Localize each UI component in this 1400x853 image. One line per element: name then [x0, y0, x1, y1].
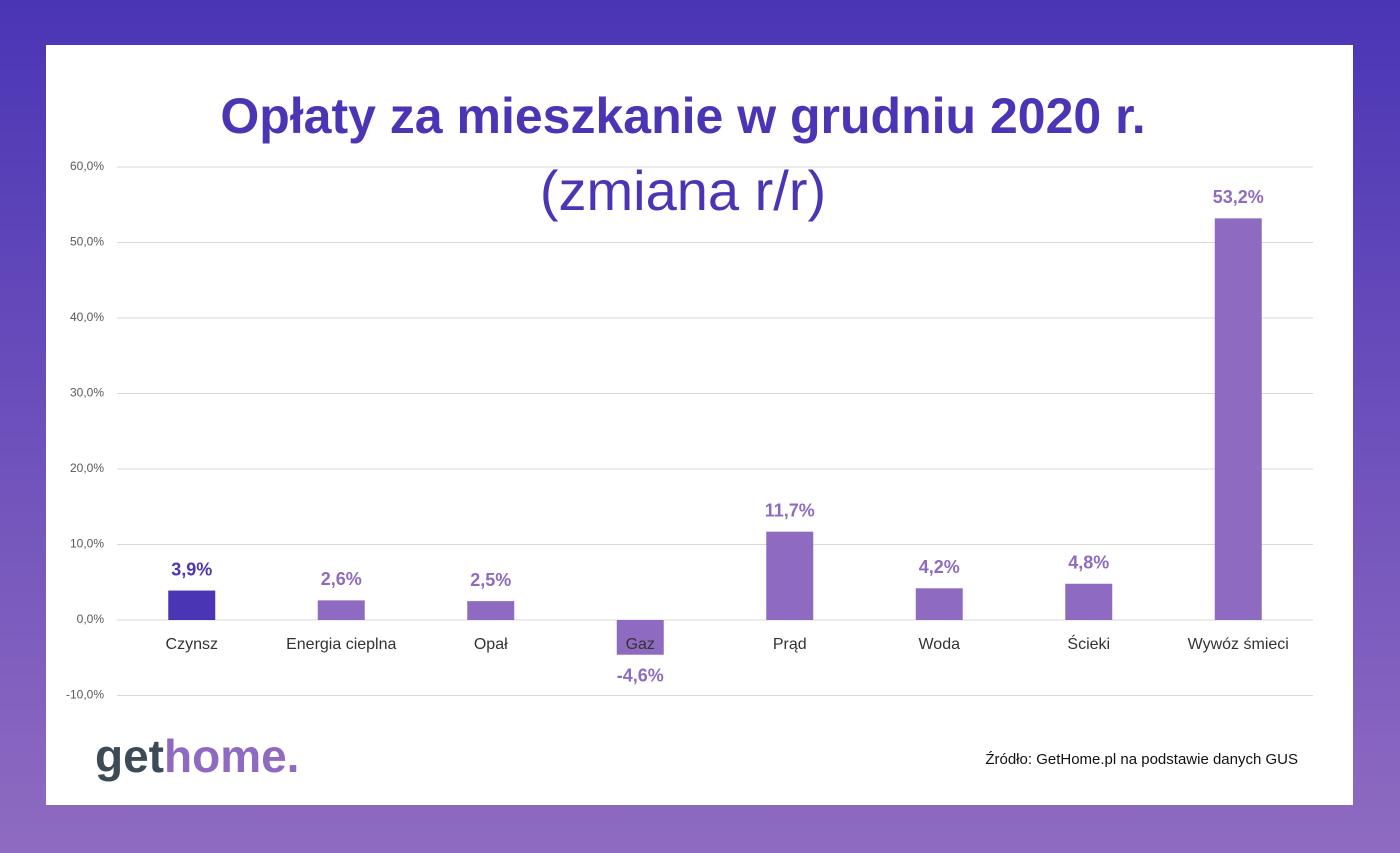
y-tick-label: 50,0% — [70, 235, 104, 249]
x-tick-label: Energia cieplna — [286, 636, 396, 653]
logo: gethome. — [95, 730, 299, 782]
y-tick-label: 30,0% — [70, 386, 104, 400]
data-label: 11,7% — [765, 500, 815, 520]
logo-part: get — [95, 730, 164, 782]
y-tick-label: 10,0% — [70, 537, 104, 551]
y-tick-label: 0,0% — [77, 612, 105, 626]
bar — [168, 590, 216, 620]
bar — [915, 588, 963, 620]
x-tick-label: Czynsz — [166, 636, 218, 653]
bar — [616, 620, 664, 655]
bar — [1065, 583, 1113, 620]
x-tick-label: Woda — [918, 636, 960, 653]
bar — [766, 531, 814, 620]
x-tick-label: Opał — [474, 636, 508, 653]
bar — [467, 601, 515, 620]
data-label: 2,5% — [470, 570, 511, 590]
bar — [1214, 218, 1262, 620]
x-tick-label: Prąd — [773, 636, 807, 653]
data-label: 4,8% — [1068, 553, 1109, 573]
chart-title: Opłaty za mieszkanie w grudniu 2020 r. — [220, 88, 1145, 144]
data-label: 4,2% — [919, 557, 960, 577]
x-tick-label: Ścieki — [1067, 634, 1110, 653]
bar — [317, 600, 365, 620]
data-label: 3,9% — [171, 559, 212, 579]
y-tick-label: 40,0% — [70, 310, 104, 324]
panel — [46, 45, 1353, 805]
plot: -10,0% 0,0% 10,0% 20,0% 30,0% 40,0% 50,0% 60,0%… — [66, 159, 1313, 702]
logo-part: home. — [164, 730, 299, 782]
chart-subtitle: (zmiana r/r) — [540, 159, 826, 222]
y-tick-label: -10,0% — [66, 688, 104, 702]
source-note: Źródło: GetHome.pl na podstawie danych G… — [985, 751, 1298, 768]
y-tick-label: 20,0% — [70, 461, 104, 475]
data-label: -4,6% — [617, 665, 664, 685]
x-tick-label: Wywóz śmieci — [1188, 636, 1289, 653]
data-label: 2,6% — [321, 569, 362, 589]
x-tick-label: Gaz — [626, 636, 655, 653]
data-label: 53,2% — [1213, 187, 1264, 207]
y-tick-label: 60,0% — [70, 159, 104, 173]
